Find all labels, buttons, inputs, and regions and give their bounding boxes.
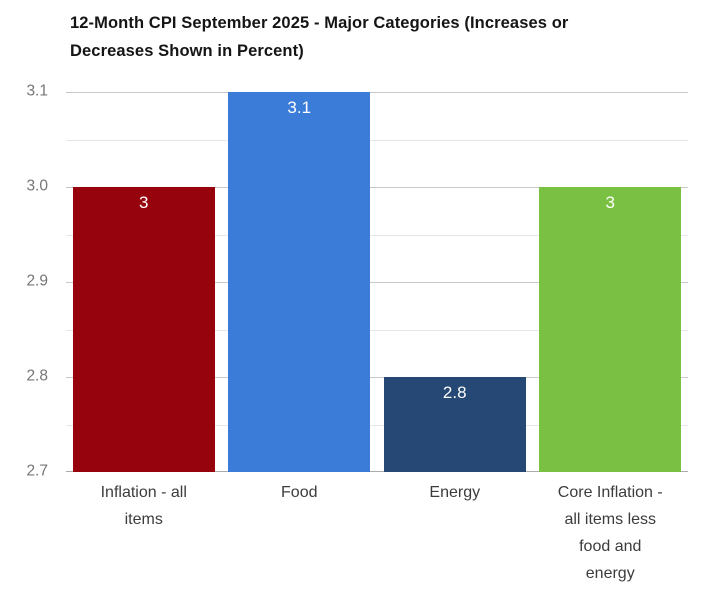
major-gridline [66, 282, 688, 283]
minor-gridline [66, 424, 688, 426]
minor-gridline [66, 139, 688, 141]
bar-inflation-all-items: 3 [72, 187, 215, 472]
y-axis-tick-label: 3.0 [26, 177, 48, 195]
bar-core-inflation-all-items-less-food-and-energy: 3 [539, 187, 682, 472]
y-axis-tick-label: 2.7 [26, 462, 48, 480]
major-gridline [66, 377, 688, 378]
x-axis-baseline [66, 471, 688, 472]
minor-gridline [66, 234, 688, 236]
bars: 3 3.1 2.8 3 [66, 92, 688, 472]
plot-area: 3 3.1 2.8 3 [66, 92, 688, 472]
x-axis-category-core-inflation-all-items-less-food-and-energy: Core Inflation - all items less food and… [533, 479, 689, 587]
minor-gridline [66, 329, 688, 331]
bar-value-label-inflation-all-items: 3 [139, 193, 149, 212]
bar-value-label-food: 3.1 [287, 98, 312, 117]
chart-title: 12-Month CPI September 2025 - Major Cate… [70, 9, 568, 65]
bar-band-core-inflation-all-items-less-food-and-energy: 3 [533, 92, 689, 472]
chart-title-line-1: 12-Month CPI September 2025 - Major Cate… [70, 14, 569, 32]
major-gridline [66, 92, 688, 93]
x-axis-category-food: Food [222, 479, 378, 587]
y-axis: 3.1 3.0 2.9 2.8 2.7 [0, 82, 56, 479]
x-axis-category-label-energy: Energy [429, 484, 481, 501]
bar-value-label-energy: 2.8 [442, 383, 467, 402]
bar-value-label-core-inflation-all-items-less-food-and-energy: 3 [605, 193, 615, 212]
x-axis-category-energy: Energy [377, 479, 533, 587]
x-axis-category-label-inflation-all-items: Inflation - all items [100, 484, 187, 528]
bar-band-food: 3.1 [222, 92, 378, 472]
major-gridline [66, 187, 688, 188]
bar-energy: 2.8 [383, 377, 526, 472]
x-axis: Inflation - all items Food Energy Core Infl… [66, 479, 688, 587]
y-axis-tick-label: 2.9 [26, 272, 48, 290]
chart-title-line-2: Decreases Shown in Percent) [70, 42, 304, 60]
x-axis-category-label-food: Food [281, 484, 318, 501]
y-axis-tick-label: 3.1 [26, 82, 48, 100]
x-axis-category-inflation-all-items: Inflation - all items [66, 479, 222, 587]
bar-food: 3.1 [228, 92, 371, 472]
bar-band-energy: 2.8 [377, 92, 533, 472]
y-axis-tick-label: 2.8 [26, 367, 48, 385]
x-axis-category-label-core-inflation-all-items-less-food-and-energy: Core Inflation - all items less food and… [557, 484, 663, 582]
bar-band-inflation-all-items: 3 [66, 92, 222, 472]
